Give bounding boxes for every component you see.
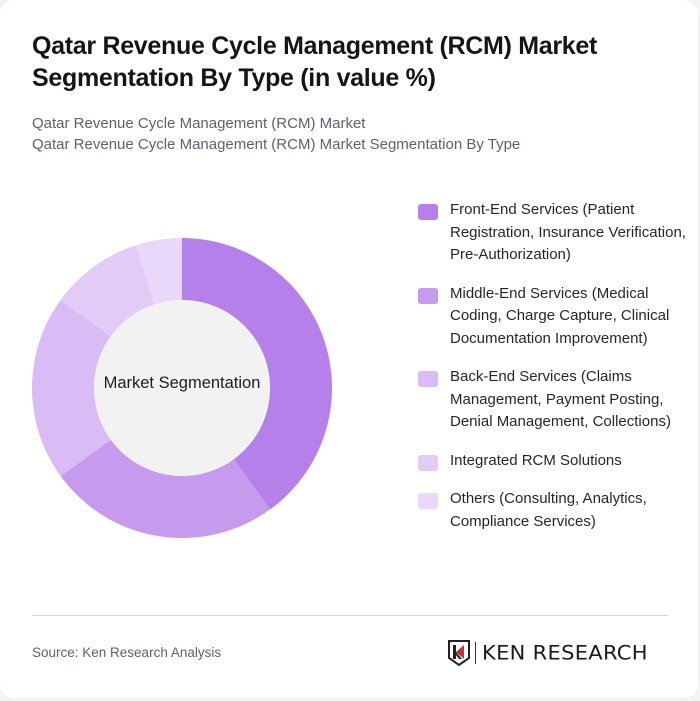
- legend-swatch: [418, 287, 438, 304]
- donut-chart: [31, 238, 332, 538]
- legend-swatch: [418, 371, 438, 387]
- legend-item: Integrated RCM Solutions: [418, 450, 688, 473]
- legend-swatch: [418, 493, 438, 509]
- chart-subtitle: Qatar Revenue Cycle Management (RCM) Mar…: [32, 113, 520, 155]
- legend-label: Back-End Services (Claims Management, Pa…: [450, 368, 671, 430]
- subtitle-line-2: Qatar Revenue Cycle Management (RCM) Mar…: [32, 136, 521, 153]
- ken-research-logo: KEN RESEARCH: [448, 640, 648, 666]
- donut-center-label: Market Segmentation: [103, 374, 261, 392]
- legend-label: Integrated RCM Solutions: [450, 451, 622, 469]
- legend-label: Middle-End Services (Medical Coding, Cha…: [450, 284, 670, 347]
- subtitle-line-1: Qatar Revenue Cycle Management (RCM) Mar…: [32, 115, 366, 132]
- source-note: Source: Ken Research Analysis: [32, 645, 222, 660]
- chart-legend: Front-End Services (Patient Registration…: [418, 199, 688, 549]
- legend-item: Others (Consulting, Analytics, Complianc…: [418, 488, 688, 533]
- legend-label: Others (Consulting, Analytics, Complianc…: [450, 490, 647, 530]
- legend-swatch: [418, 204, 438, 220]
- legend-item: Middle-End Services (Medical Coding, Cha…: [418, 283, 688, 351]
- legend-label: Front-End Services (Patient Registration…: [450, 201, 686, 263]
- donut-hole: [94, 300, 270, 476]
- chart-title: Qatar Revenue Cycle Management (RCM) Mar…: [32, 32, 598, 92]
- donut-segment: [182, 238, 332, 510]
- ken-research-logo-icon: [448, 640, 470, 666]
- donut-segment: [60, 245, 155, 337]
- legend-item: Back-End Services (Claims Management, Pa…: [418, 366, 688, 434]
- legend-item: Front-End Services (Patient Registration…: [418, 199, 688, 267]
- donut-segment: [31, 299, 111, 477]
- logo-divider: [475, 642, 476, 664]
- donut-segment: [135, 238, 182, 305]
- legend-swatch: [418, 454, 438, 471]
- logo-text: KEN RESEARCH: [482, 641, 648, 665]
- donut-segment: [60, 439, 271, 538]
- footer-divider: [32, 615, 668, 616]
